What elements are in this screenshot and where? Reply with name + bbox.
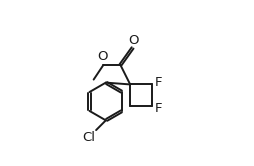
Text: O: O bbox=[97, 50, 107, 63]
Text: O: O bbox=[128, 34, 138, 47]
Text: Cl: Cl bbox=[82, 131, 95, 144]
Text: F: F bbox=[155, 102, 163, 115]
Text: F: F bbox=[155, 76, 163, 89]
